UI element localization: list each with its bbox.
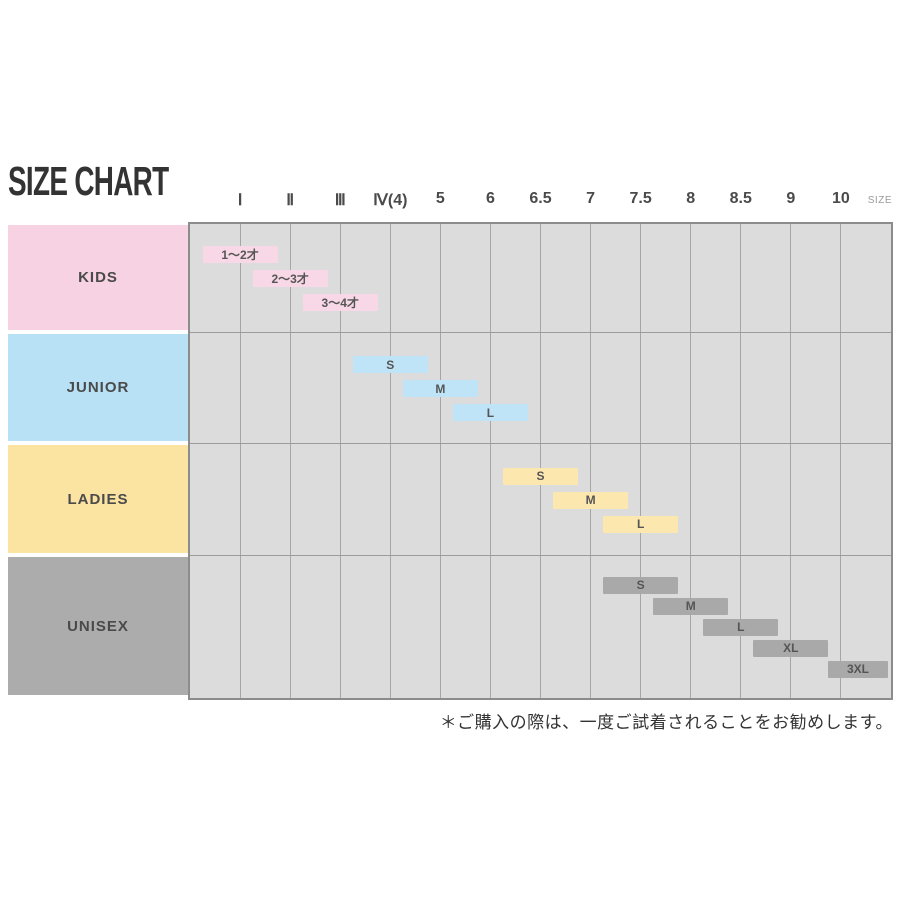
- size-bar-unisex-L: L: [703, 618, 779, 636]
- size-axis-caption: SIZE: [867, 195, 892, 206]
- column-header-7: 7: [586, 190, 596, 207]
- column-header-5: 5: [435, 190, 445, 207]
- vertical-gridline: [690, 224, 692, 698]
- vertical-gridline: [790, 224, 792, 698]
- size-bar-junior-M: M: [402, 380, 478, 397]
- column-header-8: 8: [686, 190, 696, 207]
- vertical-gridline: [740, 224, 742, 698]
- vertical-gridline: [289, 224, 291, 698]
- column-header-Ⅲ: Ⅲ: [334, 192, 346, 209]
- column-header-Ⅰ: Ⅰ: [237, 192, 243, 209]
- column-header-8.5: 8.5: [729, 190, 752, 207]
- row-label-kids: KIDS: [8, 225, 188, 330]
- size-bar-kids-3～4才: 3～4才: [302, 294, 378, 311]
- size-bar-unisex-XL: XL: [753, 639, 829, 657]
- row-label-unisex: UNISEX: [8, 557, 188, 695]
- vertical-gridline: [590, 224, 592, 698]
- page-title: SIZE CHART: [8, 158, 169, 204]
- size-bar-unisex-M: M: [653, 597, 729, 615]
- size-bar-ladies-L: L: [603, 515, 679, 533]
- grid-row-kids: 1～2才 2～3才 3～4才: [190, 224, 891, 333]
- vertical-gridline: [339, 224, 341, 698]
- vertical-gridline: [239, 224, 241, 698]
- size-bar-unisex-3XL: 3XL: [828, 660, 888, 678]
- row-label-junior: JUNIOR: [8, 334, 188, 441]
- column-header-6.5: 6.5: [529, 190, 552, 207]
- vertical-gridline: [439, 224, 441, 698]
- footer-note: ＊ご購入の際は、一度ご試着されることをお勧めします。: [439, 713, 893, 732]
- grid-row-unisex: S M L XL 3XL: [190, 556, 891, 698]
- vertical-gridline: [389, 224, 391, 698]
- column-header-Ⅱ: Ⅱ: [286, 192, 295, 209]
- row-label-ladies: LADIES: [8, 445, 188, 553]
- column-header-6: 6: [485, 190, 495, 207]
- size-bar-unisex-S: S: [603, 576, 679, 594]
- size-bar-ladies-S: S: [503, 467, 578, 485]
- size-bar-kids-1～2才: 1～2才: [202, 246, 278, 263]
- size-bar-junior-S: S: [352, 356, 428, 373]
- column-header-Ⅳ(4): Ⅳ(4): [373, 192, 408, 209]
- size-bar-junior-L: L: [452, 404, 528, 421]
- size-bar-kids-2～3才: 2～3才: [252, 270, 328, 287]
- vertical-gridline: [489, 224, 491, 698]
- vertical-gridline: [540, 224, 541, 698]
- vertical-gridline: [840, 224, 842, 698]
- grid: 1～2才 2～3才 3～4才 S M L S M L S M L XL 3XL: [188, 222, 893, 700]
- column-header-9: 9: [786, 190, 796, 207]
- size-bar-ladies-M: M: [553, 491, 629, 509]
- column-header-10: 10: [832, 190, 850, 207]
- vertical-gridline: [640, 224, 642, 698]
- column-header-7.5: 7.5: [629, 190, 652, 207]
